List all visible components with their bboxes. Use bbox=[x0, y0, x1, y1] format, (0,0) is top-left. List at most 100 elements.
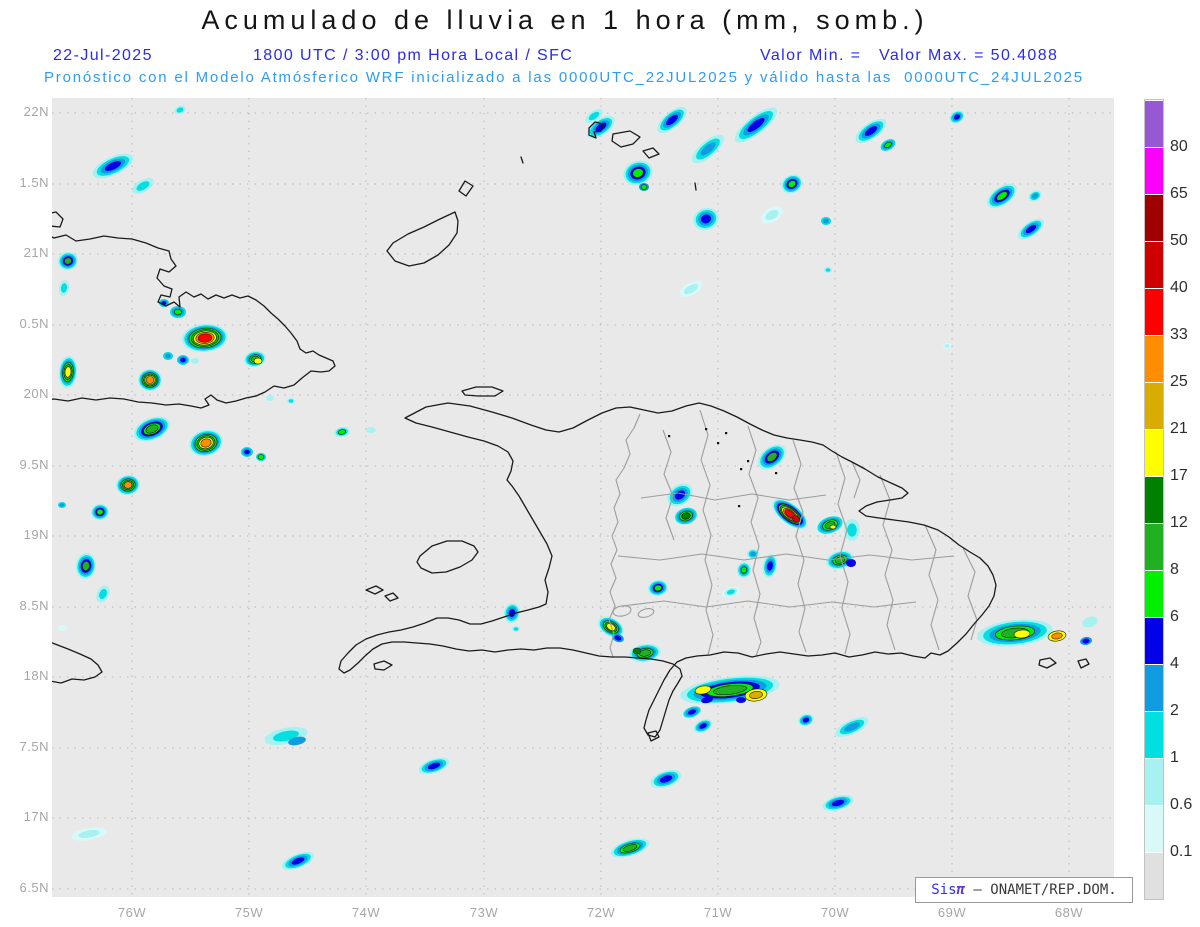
rain-cell bbox=[844, 519, 860, 541]
rain-cell bbox=[132, 178, 154, 194]
province-border bbox=[662, 429, 675, 541]
rain-cell bbox=[266, 395, 274, 401]
rain-cell-layer bbox=[681, 512, 691, 520]
rain-cell bbox=[58, 502, 66, 508]
rain-cell bbox=[657, 106, 687, 134]
lat-tick-label: 19N bbox=[23, 527, 49, 542]
rain-cell bbox=[191, 358, 199, 364]
rain-cell-layer bbox=[82, 561, 90, 571]
lake-outline bbox=[637, 608, 655, 618]
rain-cell bbox=[736, 697, 746, 703]
rain-cell-layer bbox=[200, 438, 212, 448]
rain-cell bbox=[92, 153, 134, 179]
colorbar-segment bbox=[1145, 429, 1163, 476]
colorbar-segment bbox=[1145, 711, 1163, 758]
forecast-date: 22-Jul-2025 bbox=[53, 47, 153, 64]
colorbar-segment bbox=[1145, 758, 1163, 805]
rain-cell-layer bbox=[701, 696, 713, 704]
colorbar-segment bbox=[1145, 476, 1163, 523]
rain-cell bbox=[880, 139, 896, 151]
rain-cell-layer bbox=[640, 184, 648, 190]
rain-cell bbox=[736, 562, 752, 578]
map-dot bbox=[775, 472, 778, 475]
rain-cell bbox=[1082, 616, 1098, 628]
coastline bbox=[416, 540, 479, 574]
rain-cell bbox=[855, 118, 887, 144]
rain-cell-layer bbox=[684, 284, 698, 294]
rain-cell bbox=[334, 426, 350, 438]
rain-cell bbox=[182, 323, 228, 353]
rain-cell-layer bbox=[823, 218, 829, 224]
rain-cell bbox=[163, 352, 173, 360]
coastline bbox=[461, 386, 504, 397]
coastline bbox=[52, 642, 103, 684]
rain-cell-layer bbox=[713, 684, 747, 696]
rain-cell-layer bbox=[802, 717, 810, 723]
lat-tick-label: 17N bbox=[23, 809, 49, 824]
lon-tick-label: 75W bbox=[234, 905, 264, 920]
rain-cell-layer bbox=[136, 181, 150, 191]
rain-cell bbox=[691, 134, 725, 164]
province-border bbox=[924, 524, 940, 651]
province-border bbox=[617, 553, 955, 561]
colorbar-segment bbox=[1145, 805, 1163, 852]
lon-tick-label: 69W bbox=[937, 905, 967, 920]
rain-cell-layer bbox=[864, 126, 878, 136]
lon-tick-label: 72W bbox=[586, 905, 616, 920]
colorbar-label: 0.1 bbox=[1170, 843, 1193, 860]
province-border bbox=[699, 409, 714, 656]
rain-cell bbox=[287, 398, 295, 404]
sispi-logo: Sis bbox=[931, 882, 957, 898]
rain-cell-layer bbox=[787, 180, 797, 188]
lon-tick-label: 73W bbox=[469, 905, 499, 920]
rain-cell bbox=[170, 306, 186, 318]
rain-cell bbox=[798, 713, 814, 727]
rain-cell bbox=[846, 559, 856, 567]
rain-cell-layer bbox=[64, 366, 72, 378]
province-border bbox=[851, 461, 861, 499]
colorbar-label: 8 bbox=[1170, 561, 1179, 578]
rain-cell-layer bbox=[622, 844, 638, 852]
colorbar-segment bbox=[1145, 241, 1163, 288]
lat-tick-label: 0.5N bbox=[19, 316, 49, 331]
province-border bbox=[879, 474, 896, 651]
rain-cell-layer bbox=[666, 114, 678, 126]
map-dot bbox=[740, 468, 743, 471]
rain-cell bbox=[829, 524, 837, 530]
rain-cell-layer bbox=[145, 376, 155, 384]
coastline bbox=[611, 130, 641, 148]
map-dot bbox=[725, 432, 728, 435]
rain-cell-layer bbox=[654, 584, 662, 592]
lat-tick-label: 9.5N bbox=[19, 457, 49, 472]
rain-cell-layer bbox=[659, 775, 673, 783]
province-border bbox=[640, 492, 827, 501]
lake-outline bbox=[612, 605, 632, 617]
precipitation-colorbar bbox=[1144, 99, 1164, 900]
rain-cell-layer bbox=[747, 117, 765, 133]
rain-cell bbox=[1080, 636, 1092, 646]
rain-cell bbox=[612, 633, 624, 643]
rain-cell-layer bbox=[123, 481, 133, 489]
rain-cell bbox=[58, 280, 70, 296]
rain-cell bbox=[241, 447, 253, 457]
attribution-text: – ONAMET/REP.DOM. bbox=[965, 882, 1117, 898]
rain-cell bbox=[632, 647, 642, 655]
colorbar-label: 40 bbox=[1170, 279, 1188, 296]
rain-cell-layer bbox=[288, 736, 306, 746]
colorbar-segment bbox=[1145, 147, 1163, 194]
rain-cell-layer bbox=[513, 627, 519, 631]
lat-tick-label: 21N bbox=[23, 245, 49, 260]
rain-cell bbox=[639, 183, 649, 191]
colorbar-segment bbox=[1145, 100, 1163, 147]
rain-cell-layer bbox=[1082, 616, 1098, 628]
rain-cell bbox=[943, 343, 951, 349]
rain-cell bbox=[58, 625, 68, 631]
colorbar-label: 21 bbox=[1170, 420, 1188, 437]
colorbar-segment bbox=[1145, 617, 1163, 664]
lat-tick-label: 18N bbox=[23, 668, 49, 683]
rain-cell-layer bbox=[844, 722, 860, 732]
rain-cell bbox=[189, 429, 223, 457]
rain-cell-layer bbox=[366, 427, 376, 433]
coastline bbox=[386, 211, 459, 267]
